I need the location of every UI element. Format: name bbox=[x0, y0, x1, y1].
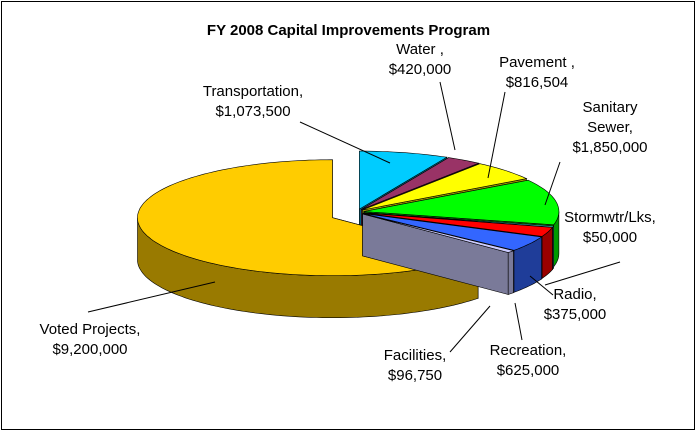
value-label: $96,750 bbox=[387, 367, 443, 384]
category-label: Sanitary Sewer, bbox=[582, 99, 638, 136]
category-label: Pavement , bbox=[499, 54, 575, 71]
leader-line bbox=[439, 81, 456, 151]
category-label: Facilities, bbox=[383, 347, 447, 364]
value-label: $625,000 bbox=[496, 362, 560, 379]
data-label: Stormwtr/Lks, $50,000 bbox=[564, 208, 656, 248]
data-label: Recreation, $625,000 bbox=[490, 341, 567, 381]
slice-top bbox=[362, 213, 515, 253]
value-label: $375,000 bbox=[543, 306, 607, 323]
leader-line bbox=[544, 261, 621, 286]
slice-top bbox=[359, 150, 448, 210]
category-label: Recreation, bbox=[489, 342, 567, 359]
data-label: Pavement , $816,504 bbox=[499, 53, 575, 93]
data-label: Sanitary Sewer, $1,850,000 bbox=[570, 98, 650, 158]
leader-line bbox=[299, 121, 391, 164]
category-label: Stormwtr/Lks, bbox=[564, 209, 656, 226]
value-label: $420,000 bbox=[388, 61, 452, 78]
value-label: $1,850,000 bbox=[572, 139, 648, 156]
category-label: Voted Projects, bbox=[39, 321, 141, 338]
slice-top bbox=[363, 212, 555, 228]
data-label: Water , $420,000 bbox=[389, 40, 452, 80]
slice-top bbox=[363, 212, 554, 237]
category-label: Radio, bbox=[553, 286, 597, 303]
slice-side bbox=[507, 250, 514, 295]
data-label: Facilities, $96,750 bbox=[384, 346, 447, 386]
chart-title: FY 2008 Capital Improvements Program bbox=[206, 22, 491, 39]
leader-line bbox=[529, 275, 554, 296]
leader-line bbox=[87, 281, 216, 313]
value-label: $9,200,000 bbox=[52, 341, 128, 358]
slice-top bbox=[361, 157, 480, 210]
leader-line bbox=[544, 161, 561, 206]
slice-top bbox=[362, 163, 528, 211]
data-label: Transportation, $1,073,500 bbox=[203, 82, 303, 122]
slice-top bbox=[363, 213, 543, 251]
value-label: $816,504 bbox=[505, 74, 569, 91]
data-label: Voted Projects, $9,200,000 bbox=[40, 320, 141, 360]
leader-line bbox=[514, 302, 523, 341]
value-label: $50,000 bbox=[582, 229, 638, 246]
leader-line bbox=[487, 91, 506, 179]
leader-line bbox=[449, 305, 491, 353]
value-label: $1,073,500 bbox=[215, 103, 291, 120]
slice-top bbox=[363, 179, 560, 226]
category-label: Water , bbox=[396, 41, 444, 58]
pie-slice bbox=[362, 213, 515, 295]
category-label: Transportation, bbox=[202, 83, 304, 100]
data-label: Radio, $375,000 bbox=[544, 285, 607, 325]
